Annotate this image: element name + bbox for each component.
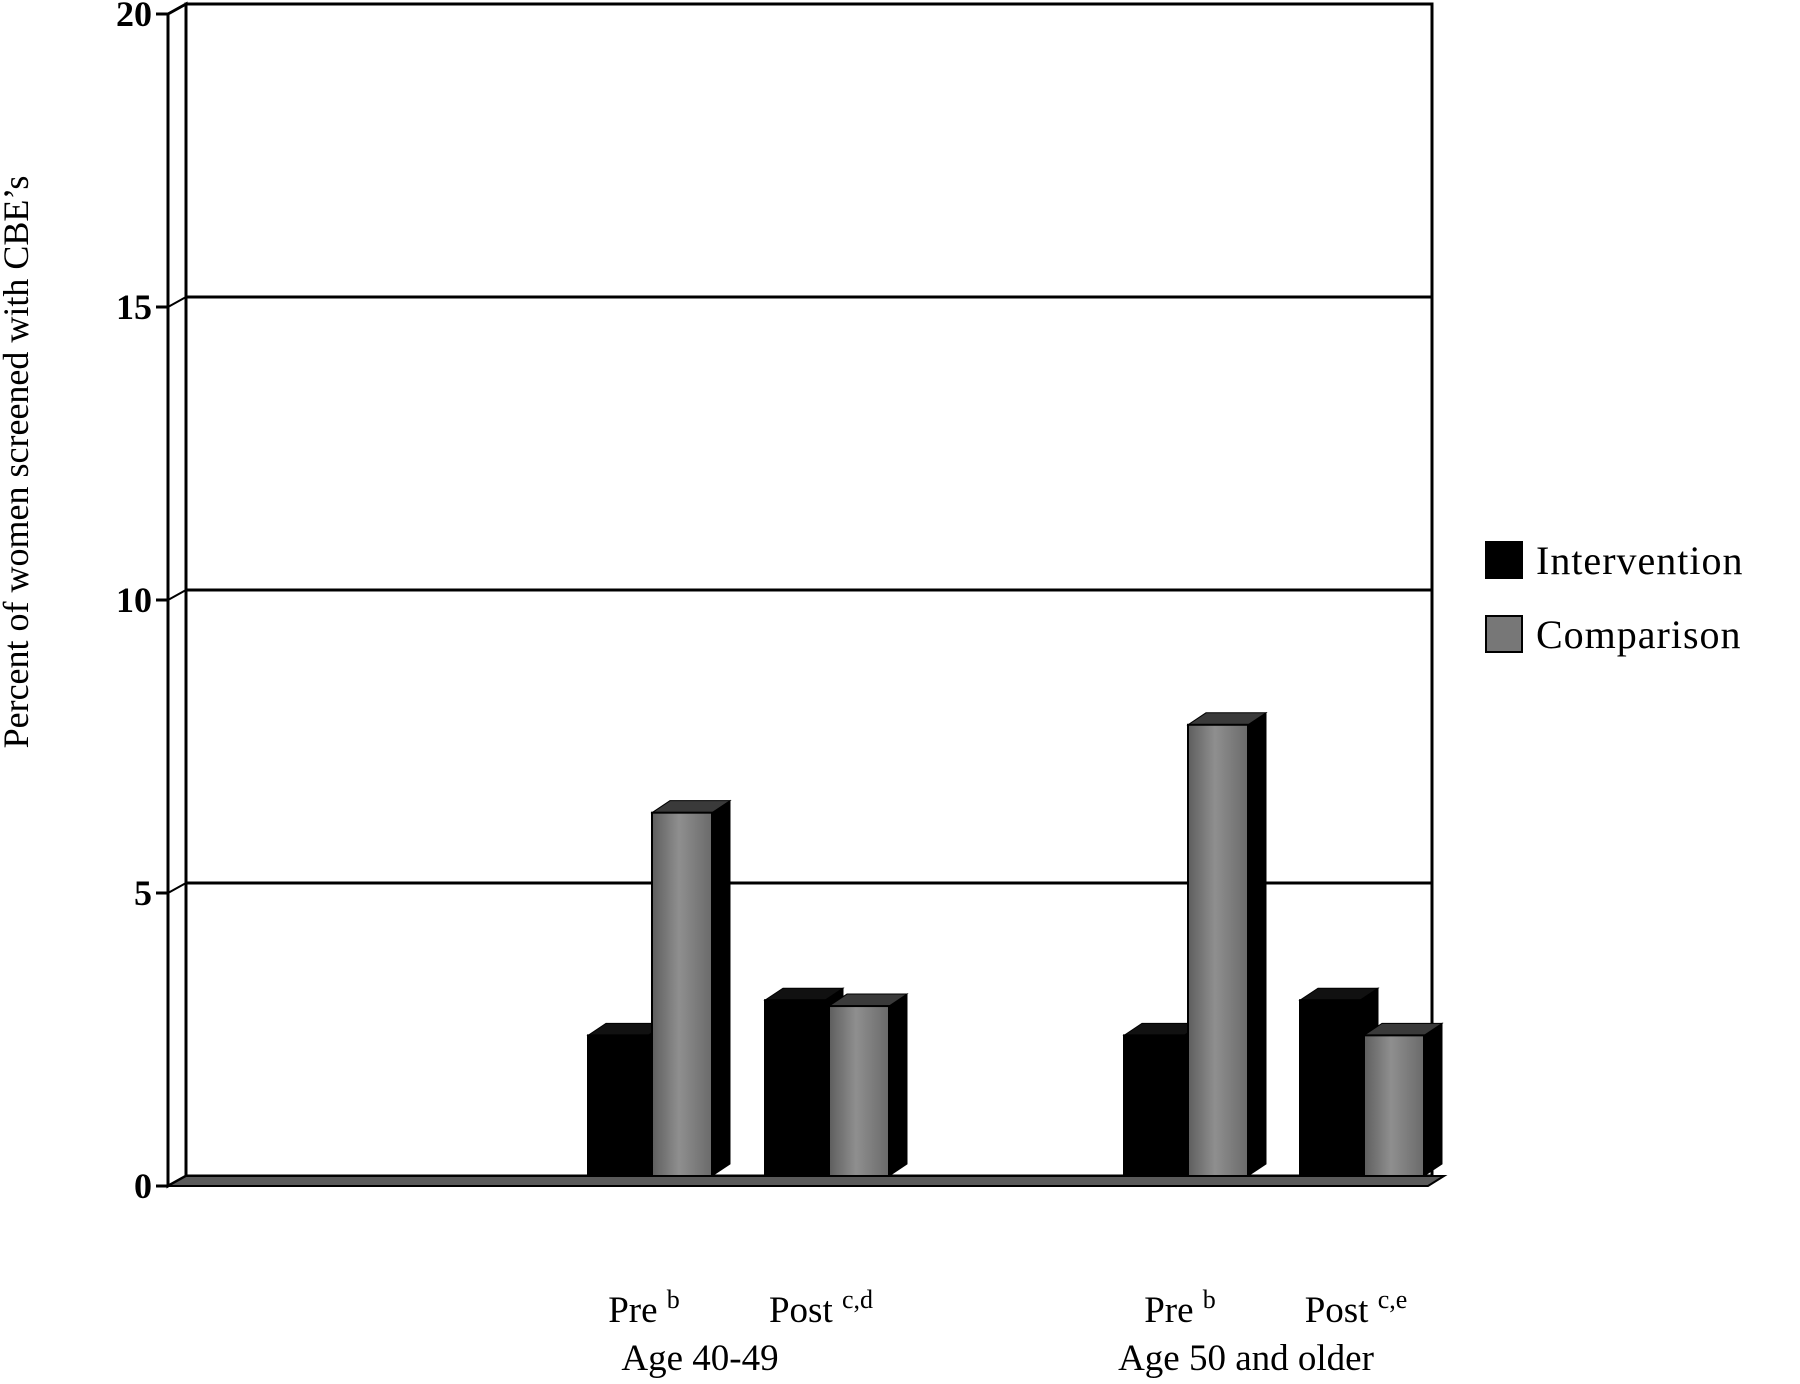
bar-intervention-1-front xyxy=(764,999,826,1178)
bar-comparison-3-front xyxy=(1363,1034,1425,1177)
y-axis-ticks: 0 5 10 15 20 xyxy=(116,0,168,1206)
gridline-side xyxy=(167,296,187,308)
y-tick-label: 10 xyxy=(116,580,152,620)
x-category-label: Pre b xyxy=(608,1285,680,1331)
legend-swatch xyxy=(1485,541,1523,579)
gridline-side xyxy=(167,589,187,601)
x-category-superscript: b xyxy=(667,1285,680,1314)
bar-comparison-3-side xyxy=(1423,1022,1443,1177)
x-axis-labels: Pre b Post c,d Pre b Post c,e Age 40-49 Age 5… xyxy=(608,1285,1407,1379)
y-axis-label: Percent of women screened with CBE’s xyxy=(0,176,36,749)
x-category-superscript: c,d xyxy=(842,1285,873,1314)
legend-label: Comparison xyxy=(1536,612,1742,657)
bar-comparison-1 xyxy=(827,993,909,1177)
bar-comparison-0-front xyxy=(651,811,713,1177)
x-category-label: Post c,e xyxy=(1305,1285,1408,1331)
bar-comparison-1-side xyxy=(888,993,908,1177)
y-tick-label: 15 xyxy=(116,287,152,327)
y-tick-label: 20 xyxy=(116,0,152,34)
bar-intervention-0-front xyxy=(587,1034,649,1177)
gridline-side xyxy=(167,882,187,894)
legend-label: Intervention xyxy=(1536,538,1744,583)
x-group-label: Age 40-49 xyxy=(621,1338,778,1379)
x-category-label: Pre b xyxy=(1144,1285,1216,1331)
x-category-main: Pre xyxy=(608,1290,667,1331)
x-category-main: Pre xyxy=(1144,1290,1203,1331)
x-category-main: Post xyxy=(769,1290,842,1331)
bar-comparison-2 xyxy=(1186,711,1268,1178)
x-group-label: Age 50 and older xyxy=(1118,1338,1374,1379)
legend-swatch xyxy=(1485,615,1523,653)
legend: Intervention Comparison xyxy=(1485,538,1744,657)
y-tick-label: 0 xyxy=(134,1166,152,1206)
x-category-label: Post c,d xyxy=(769,1285,873,1331)
x-category-superscript: b xyxy=(1203,1285,1216,1314)
bar-intervention-2-front xyxy=(1123,1034,1185,1177)
plot-floor xyxy=(164,1175,1448,1187)
y-tick-label: 5 xyxy=(134,873,152,913)
bar-comparison-1-front xyxy=(828,1005,890,1177)
bar-intervention-3-front xyxy=(1299,999,1361,1178)
bar-comparison-0-side xyxy=(711,799,731,1177)
bar-comparison-2-side xyxy=(1247,711,1267,1177)
x-category-main: Post xyxy=(1305,1290,1378,1331)
bar-comparison-2-front xyxy=(1187,723,1249,1178)
bar-comparison-0 xyxy=(650,799,732,1177)
bar-comparison-3 xyxy=(1362,1022,1444,1177)
x-category-superscript: c,e xyxy=(1378,1285,1408,1314)
bars xyxy=(586,711,1444,1178)
